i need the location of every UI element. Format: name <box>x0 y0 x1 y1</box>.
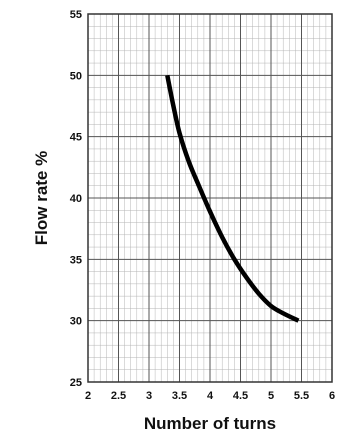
x-tick-label: 4.5 <box>233 390 248 402</box>
y-tick-label: 45 <box>70 132 82 144</box>
x-tick-label: 3.5 <box>172 390 187 402</box>
y-tick-label: 30 <box>70 316 82 328</box>
x-tick-labels: 2 2.5 3 3.5 4 4.5 5 5.5 6 <box>85 390 335 402</box>
x-axis-label: Number of turns <box>144 414 276 433</box>
series-line <box>165 74 300 323</box>
y-tick-label: 55 <box>70 9 82 21</box>
y-tick-label: 40 <box>70 193 82 205</box>
x-tick-label: 6 <box>329 390 335 402</box>
y-axis-label: Flow rate % <box>32 151 51 245</box>
y-tick-label: 25 <box>70 377 82 389</box>
x-tick-label: 5 <box>268 390 274 402</box>
y-tick-label: 50 <box>70 70 82 82</box>
x-tick-label: 3 <box>146 390 152 402</box>
y-tick-labels: 25 30 35 40 45 50 55 <box>70 9 82 389</box>
x-tick-label: 4 <box>207 390 214 402</box>
y-tick-label: 35 <box>70 254 82 266</box>
series-group <box>165 74 300 323</box>
x-tick-label: 2 <box>85 390 91 402</box>
x-tick-label: 2.5 <box>111 390 126 402</box>
plot-frame <box>87 13 333 383</box>
x-tick-label: 5.5 <box>294 390 309 402</box>
